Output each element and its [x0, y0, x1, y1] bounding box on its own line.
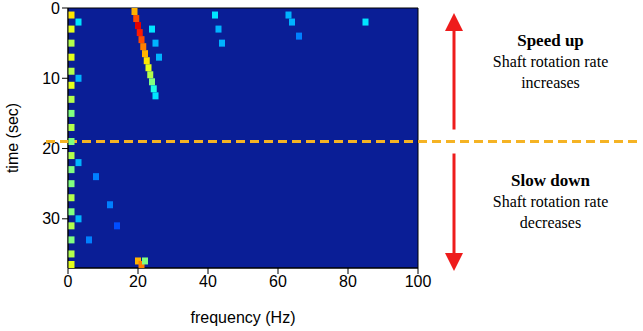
svg-text:100: 100 [405, 273, 432, 290]
svg-text:time (sec): time (sec) [4, 103, 21, 173]
svg-text:40: 40 [199, 273, 217, 290]
html-text:Speed up: Speed up [517, 31, 584, 50]
svg-text:30: 30 [42, 210, 60, 227]
svg-text:frequency (Hz): frequency (Hz) [191, 309, 296, 326]
html-text:Slow down: Slow down [511, 170, 590, 190]
svg-text:80: 80 [339, 273, 357, 290]
svg-text:0: 0 [51, 0, 60, 17]
svg-text:10: 10 [42, 70, 60, 87]
svg-text:60: 60 [269, 273, 287, 290]
html-text:Shaft rotation rate decreases: Shaft rotation rate decreases [492, 192, 609, 231]
svg-text:20: 20 [42, 140, 60, 157]
svg-text:0: 0 [64, 273, 73, 290]
svg-text:20: 20 [129, 273, 147, 290]
html-text:Shaft rotation rate increases: Shaft rotation rate increases [492, 53, 609, 91]
